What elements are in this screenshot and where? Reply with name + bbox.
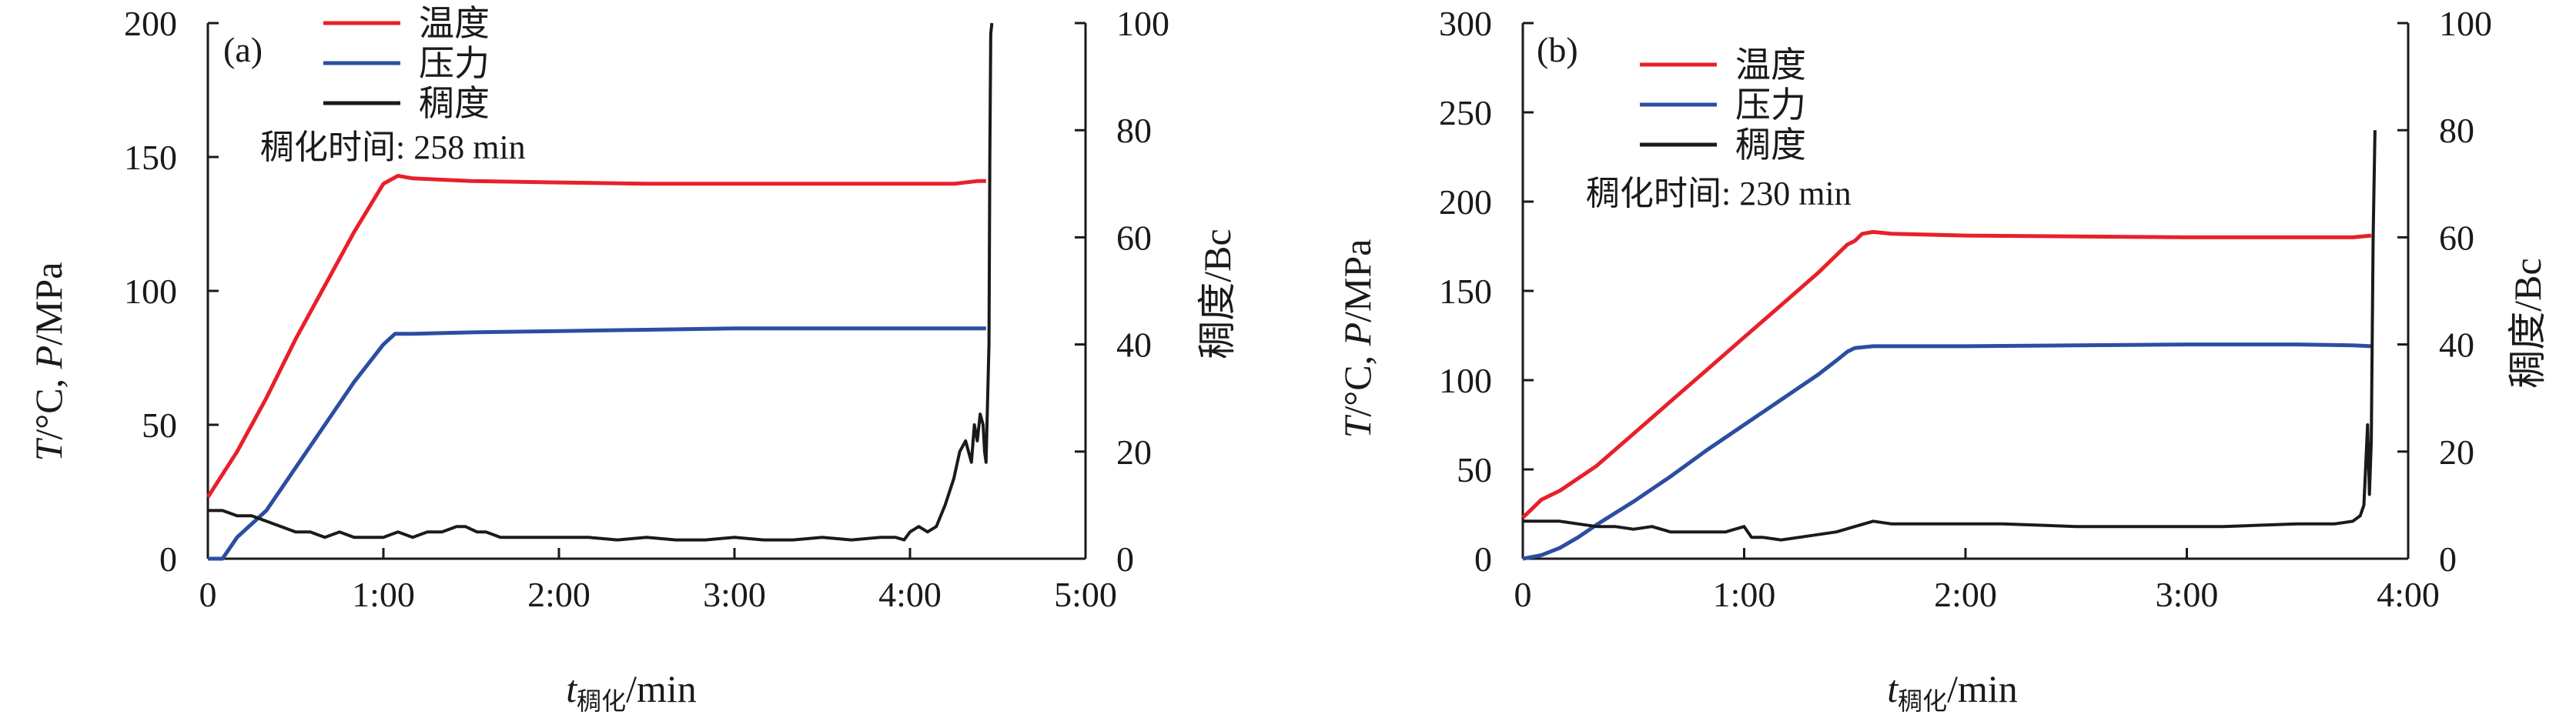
panel-b-right-axis-label: 稠度/Bc	[2506, 258, 2549, 388]
left-y-tick-label: 50	[1457, 450, 1492, 489]
panel-a-right-axis-label: 稠度/Bc	[1196, 229, 1239, 359]
right-y-tick-label: 20	[1116, 432, 1152, 472]
right-y-tick-label: 80	[1116, 111, 1152, 150]
right-y-tick-label: 60	[2439, 218, 2474, 257]
panel-b-label: (b)	[1537, 30, 1578, 69]
plot-a: 0 1:00 2:00 3:00 4:00 5:000501001502000204060…	[124, 4, 1169, 614]
chart-layer: 0 1:00 2:00 3:00 4:00 5:000501001502000204060…	[124, 4, 2492, 614]
series-temperature-line	[206, 173, 986, 499]
legend-label: 温度	[1735, 45, 1806, 85]
panel-a-label: (a)	[223, 30, 263, 69]
plot-b: 0 1:00 2:00 3:00 4:0005010015020025030002040…	[1439, 4, 2492, 614]
left-y-tick-label: 0	[159, 539, 177, 579]
legend-label: 稠度	[1735, 125, 1806, 165]
left-y-tick-label: 100	[124, 272, 177, 311]
legend-label: 压力	[419, 44, 490, 83]
left-y-tick-label: 0	[1474, 539, 1492, 579]
panel-a-left-axis-label: T/°C, P/MPa	[27, 262, 70, 462]
right-y-tick-label: 0	[2439, 539, 2457, 579]
x-tick-label: 5:00	[1054, 575, 1117, 614]
right-y-tick-label: 0	[1116, 539, 1134, 579]
x-tick-label: 1:00	[1713, 575, 1776, 614]
left-y-tick-label: 250	[1439, 93, 1492, 132]
left-y-tick-label: 200	[1439, 182, 1492, 222]
series-temperature-line	[1521, 229, 2372, 519]
x-tick-label: 1:00	[352, 575, 415, 614]
x-tick-label: 0	[1514, 575, 1532, 614]
panel-b-annotation: 稠化时间: 230 min	[1586, 175, 1852, 212]
series-consistency-line	[1523, 130, 2377, 542]
x-tick-label: 3:00	[2156, 575, 2219, 614]
right-y-tick-label: 40	[1116, 326, 1152, 365]
x-tick-label: 4:00	[2377, 575, 2440, 614]
series-pressure-line	[1522, 342, 2372, 561]
legend-label: 压力	[1735, 85, 1806, 125]
legend-label: 稠度	[419, 84, 490, 123]
left-y-tick-label: 100	[1439, 361, 1492, 400]
right-y-tick-label: 100	[1116, 4, 1169, 43]
x-tick-label: 0	[199, 575, 217, 614]
left-y-tick-label: 150	[124, 138, 177, 177]
panel-b: (b) 稠化时间: 230 min T/°C, P/MPa 稠度/Bc t稠化/…	[1336, 30, 2549, 715]
right-y-tick-label: 80	[2439, 111, 2474, 150]
panel-b-left-axis-label: T/°C, P/MPa	[1336, 239, 1379, 439]
panel-a-annotation: 稠化时间: 258 min	[260, 129, 526, 166]
right-y-tick-label: 60	[1116, 218, 1152, 257]
right-y-tick-label: 20	[2439, 432, 2474, 472]
x-tick-label: 3:00	[703, 575, 766, 614]
left-y-tick-label: 300	[1439, 4, 1492, 43]
legend-label: 温度	[419, 4, 490, 43]
right-y-tick-label: 40	[2439, 326, 2474, 365]
panel-b-x-axis-label: t稠化/min	[1887, 667, 2018, 715]
left-y-tick-label: 200	[124, 4, 177, 43]
series-pressure-line	[208, 326, 986, 561]
x-tick-label: 2:00	[527, 575, 590, 614]
right-y-tick-label: 100	[2439, 4, 2492, 43]
left-y-tick-label: 150	[1439, 272, 1492, 311]
panel-a-x-axis-label: t稠化/min	[566, 667, 697, 715]
series-consistency-line	[208, 22, 994, 542]
left-y-tick-label: 50	[142, 406, 177, 445]
x-tick-label: 4:00	[878, 575, 942, 614]
x-tick-label: 2:00	[1934, 575, 1997, 614]
panel-a: (a) 稠化时间: 258 min T/°C, P/MPa 稠度/Bc t稠化/…	[27, 30, 1239, 715]
